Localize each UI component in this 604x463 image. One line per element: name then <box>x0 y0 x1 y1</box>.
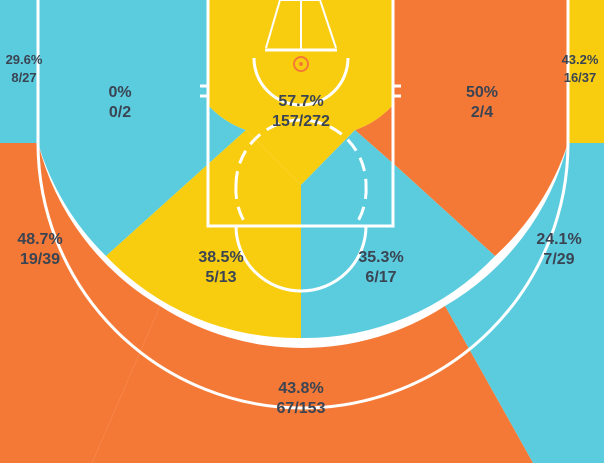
zone-made-att-left-wing-3: 19/39 <box>20 251 60 268</box>
zone-made-att-top-of-key-3: 67/153 <box>277 400 326 417</box>
zone-made-att-right-corner-3: 16/37 <box>564 70 597 85</box>
zone-made-att-left-baseline-mid: 0/2 <box>109 104 131 121</box>
three-point-line <box>36 0 570 410</box>
zone-pct-right-baseline-mid: 50% <box>466 84 498 101</box>
zone-labels: 29.6% 8/27 0% 0/2 57.7% 157/272 50% 2/4 43.2% 16/… <box>6 52 599 417</box>
zone-left-corner-3 <box>0 0 38 143</box>
zone-pct-right-corner-3: 43.2% <box>562 52 599 67</box>
zone-pct-right-elbow-mid: 35.3% <box>358 249 403 266</box>
zone-made-att-right-wing-3: 7/29 <box>543 251 574 268</box>
zone-left-baseline-mid <box>38 0 246 256</box>
zone-right-wing-3 <box>445 143 604 463</box>
zone-made-att-left-corner-3: 8/27 <box>11 70 36 85</box>
free-throw-circle-side-right <box>353 184 368 227</box>
zone-pct-right-wing-3: 24.1% <box>536 231 581 248</box>
zone-pct-left-elbow-mid: 38.5% <box>198 249 243 266</box>
free-throw-circle-bottom <box>234 225 368 293</box>
hoop-stanchion <box>265 0 337 50</box>
hoop-ring-icon <box>293 56 309 72</box>
zone-right-elbow-mid <box>301 130 495 339</box>
free-throw-circle-top <box>234 118 368 186</box>
restricted-arc <box>252 57 350 107</box>
zone-right-baseline-mid <box>355 0 568 256</box>
zone-made-att-restricted-area: 157/272 <box>272 113 330 130</box>
zone-right-corner-3 <box>568 0 604 143</box>
hoop-center-icon <box>299 62 303 66</box>
court-lines <box>36 0 570 410</box>
zone-restricted-area <box>208 0 393 185</box>
zone-pct-restricted-area: 57.7% <box>278 93 323 110</box>
zone-left-wing-3 <box>0 143 160 463</box>
zone-pct-top-of-key-3: 43.8% <box>278 380 323 397</box>
zone-pct-left-wing-3: 48.7% <box>17 231 62 248</box>
zone-made-att-left-elbow-mid: 5/13 <box>205 269 236 286</box>
zone-top-of-key-3 <box>92 306 533 463</box>
zone-left-elbow-mid <box>106 130 301 339</box>
zone-pct-left-corner-3: 29.6% <box>6 52 43 67</box>
zone-made-att-right-elbow-mid: 6/17 <box>365 269 396 286</box>
paint <box>206 0 395 228</box>
lane-hashes <box>200 84 401 98</box>
free-throw-circle-side-left <box>234 184 249 227</box>
zone-pct-left-baseline-mid: 0% <box>108 84 131 101</box>
zone-made-att-right-baseline-mid: 2/4 <box>471 104 493 121</box>
